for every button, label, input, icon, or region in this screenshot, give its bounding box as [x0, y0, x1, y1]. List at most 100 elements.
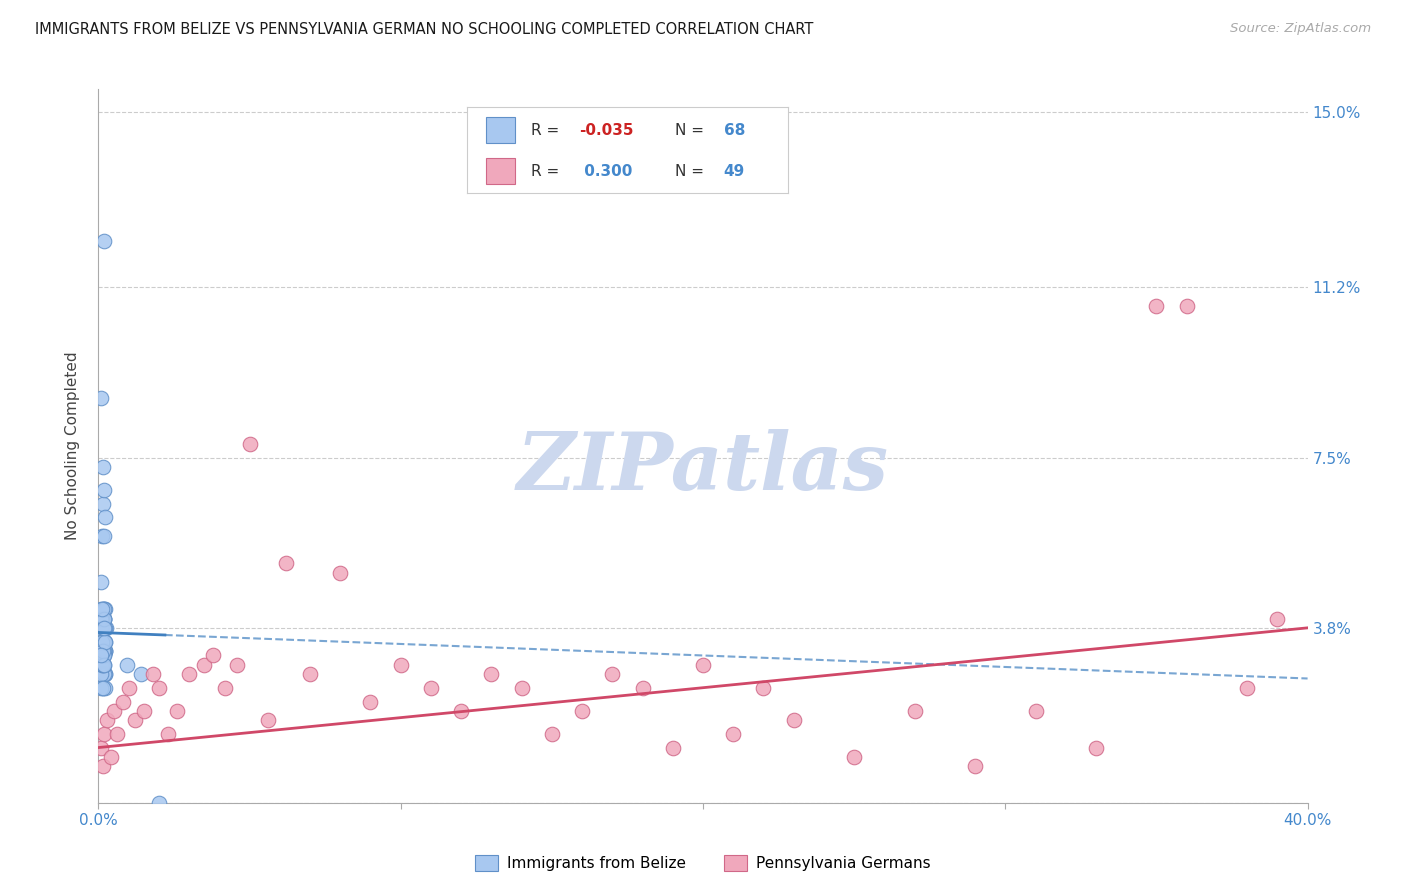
Point: [90, 621, 112, 635]
Point: [124, 713, 146, 727]
Point: [142, 666, 165, 681]
Point: [91, 657, 114, 672]
Point: [94, 644, 117, 658]
Point: [115, 657, 138, 672]
Point: [93, 612, 115, 626]
Point: [965, 759, 987, 773]
Point: [91, 602, 114, 616]
Point: [93, 602, 115, 616]
Point: [1175, 299, 1198, 313]
Point: [214, 681, 236, 695]
Point: [93, 234, 115, 248]
Point: [90, 657, 112, 672]
Point: [94, 602, 117, 616]
Point: [93, 644, 115, 658]
Point: [93, 612, 115, 626]
Point: [94, 510, 117, 524]
Point: [93, 621, 115, 635]
Point: [93, 666, 115, 681]
Point: [90, 666, 112, 681]
Point: [783, 713, 806, 727]
Text: ZIPatlas: ZIPatlas: [517, 429, 889, 506]
Point: [91, 634, 114, 648]
Y-axis label: No Schooling Completed: No Schooling Completed: [65, 351, 80, 541]
Point: [91, 657, 114, 672]
Point: [94, 634, 117, 648]
Point: [93, 634, 115, 648]
Point: [94, 681, 117, 695]
Point: [93, 634, 115, 648]
Point: [93, 648, 115, 663]
Point: [179, 666, 201, 681]
Point: [91, 634, 114, 648]
Point: [93, 727, 115, 741]
Point: [662, 740, 685, 755]
Point: [1144, 299, 1167, 313]
Point: [91, 644, 114, 658]
Point: [90, 602, 112, 616]
Point: [90, 740, 112, 755]
Point: [91, 612, 114, 626]
Point: [1267, 612, 1289, 626]
Point: [91, 657, 114, 672]
Point: [904, 704, 927, 718]
Point: [510, 681, 533, 695]
Point: [91, 459, 114, 474]
Point: [239, 436, 262, 450]
Point: [129, 666, 152, 681]
Point: [91, 644, 114, 658]
Point: [93, 529, 115, 543]
Point: [90, 681, 112, 695]
Point: [132, 704, 155, 718]
Point: [93, 657, 115, 672]
Point: [96, 713, 118, 727]
Point: [94, 621, 117, 635]
Point: [91, 612, 114, 626]
Point: [93, 648, 115, 663]
Point: [752, 681, 775, 695]
Point: [93, 621, 115, 635]
Point: [844, 749, 866, 764]
Point: [91, 497, 114, 511]
Point: [105, 727, 128, 741]
Point: [1236, 681, 1258, 695]
Point: [100, 749, 122, 764]
Point: [94, 634, 117, 648]
Point: [93, 621, 115, 635]
Point: [193, 657, 215, 672]
Text: IMMIGRANTS FROM BELIZE VS PENNSYLVANIA GERMAN NO SCHOOLING COMPLETED CORRELATION: IMMIGRANTS FROM BELIZE VS PENNSYLVANIA G…: [35, 22, 814, 37]
Point: [692, 657, 714, 672]
Point: [571, 704, 593, 718]
Point: [91, 681, 114, 695]
Point: [93, 621, 115, 635]
Point: [450, 704, 472, 718]
Point: [91, 529, 114, 543]
Point: [602, 666, 624, 681]
Point: [91, 648, 114, 663]
Point: [93, 634, 115, 648]
Point: [1024, 704, 1046, 718]
Point: [93, 612, 115, 626]
Point: [226, 657, 249, 672]
Legend: Immigrants from Belize, Pennsylvania Germans: Immigrants from Belize, Pennsylvania Ger…: [468, 849, 938, 877]
Point: [1085, 740, 1108, 755]
Text: Source: ZipAtlas.com: Source: ZipAtlas.com: [1230, 22, 1371, 36]
Point: [156, 727, 179, 741]
Point: [91, 681, 114, 695]
Point: [91, 621, 114, 635]
Point: [93, 602, 115, 616]
Point: [481, 666, 503, 681]
Point: [90, 612, 112, 626]
Point: [256, 713, 278, 727]
Point: [93, 483, 115, 497]
Point: [94, 644, 117, 658]
Point: [420, 681, 443, 695]
Point: [148, 796, 170, 810]
Point: [631, 681, 654, 695]
Point: [90, 648, 112, 663]
Point: [360, 694, 382, 708]
Point: [94, 644, 117, 658]
Point: [91, 759, 114, 773]
Point: [274, 557, 297, 571]
Point: [389, 657, 412, 672]
